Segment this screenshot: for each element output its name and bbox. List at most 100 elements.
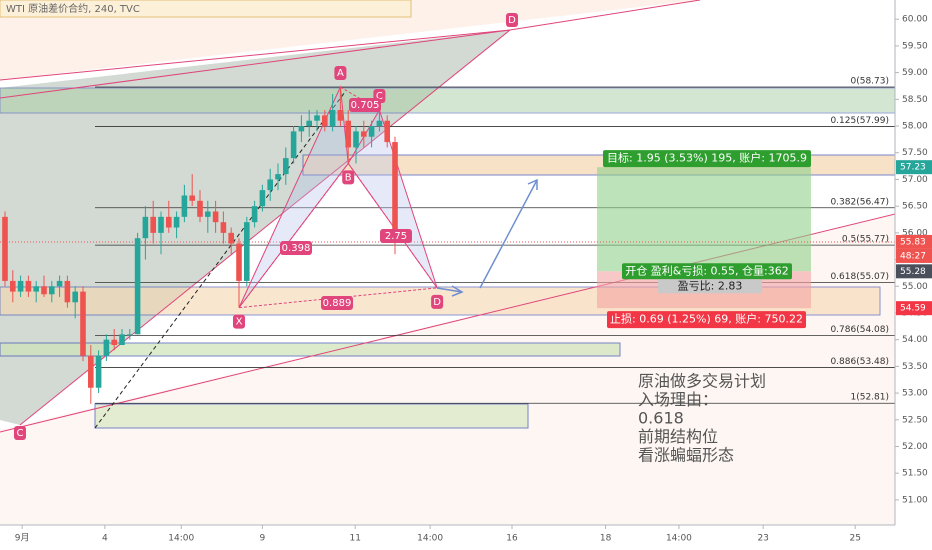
candle: [212, 200, 219, 233]
candle-body: [142, 216, 149, 239]
ratio-label-bg: [280, 241, 312, 255]
candle-body: [236, 243, 242, 281]
candle-body: [384, 120, 391, 143]
candle-body: [306, 120, 313, 127]
arrow: [436, 287, 463, 293]
candle: [72, 286, 78, 319]
point-label-bg: [334, 66, 347, 81]
candle: [165, 200, 172, 233]
trend-line: [19, 29, 511, 426]
candle: [314, 110, 320, 132]
y-tick-label: 55.00: [902, 282, 928, 292]
candle: [25, 275, 32, 297]
point-label-bg: [342, 170, 355, 185]
candle: [259, 184, 266, 212]
candle-body: [337, 110, 344, 121]
zone: [0, 342, 621, 357]
y-tick-label: 51.00: [902, 495, 928, 505]
ratio-label: 盈亏比: 2.83: [678, 279, 743, 292]
point-label: A: [337, 68, 344, 79]
candle-body: [17, 280, 24, 292]
point-label: X: [236, 317, 243, 328]
candle: [33, 280, 39, 303]
chart-title: WTI 原油差价合约, 240, TVC: [6, 2, 140, 15]
fib-label: 0.786(54.08): [830, 325, 889, 335]
candle-body: [329, 110, 336, 127]
candle-body: [48, 286, 55, 295]
candle-body: [376, 120, 383, 127]
candle: [56, 275, 63, 297]
x-tick-label: 18: [600, 534, 612, 544]
note: 前期结构位: [638, 427, 718, 446]
x-tick-label: 14:00: [666, 534, 692, 544]
candle-body: [9, 280, 16, 292]
candle-body: [181, 195, 188, 217]
price-tag: 54.59: [900, 304, 926, 314]
candle-body: [243, 222, 250, 281]
candle-body: [189, 195, 195, 201]
x-tick-label: 11: [349, 534, 360, 544]
candle: [150, 200, 156, 244]
target-zone: [597, 167, 811, 272]
time-axis: [0, 525, 895, 550]
candle: [87, 345, 94, 404]
pattern-line: [238, 163, 349, 308]
y-tick-label: 51.50: [902, 469, 928, 479]
y-tick-label: 52.00: [902, 442, 928, 452]
candle-body: [267, 179, 274, 191]
trend-line: [0, 29, 511, 99]
y-tick-label: 59.50: [902, 41, 928, 51]
candle: [220, 211, 227, 244]
candle-body: [298, 126, 305, 132]
countdown-bg: [896, 248, 932, 263]
x-tick-label: 16: [506, 534, 518, 544]
y-tick-label: 59.00: [902, 68, 928, 78]
candle-body: [204, 211, 211, 217]
candle-body: [290, 131, 297, 159]
candle: [2, 211, 8, 287]
candle: [322, 110, 328, 132]
candle: [228, 227, 234, 255]
candle-body: [212, 211, 219, 223]
y-tick-label: 57.00: [902, 175, 928, 185]
candle: [111, 328, 117, 351]
point-label: D: [433, 297, 441, 308]
candle: [345, 110, 352, 164]
candle-body: [41, 286, 47, 295]
y-tick-label: 52.50: [902, 415, 928, 425]
ratio-label-bg: [380, 229, 412, 243]
candle-body: [197, 200, 203, 217]
candle-body: [2, 216, 8, 281]
price-tag-bg: [896, 301, 932, 316]
x-tick-label: 9: [260, 534, 266, 544]
ratio-label: 0.889: [323, 298, 352, 309]
candle: [9, 270, 16, 303]
candle: [80, 286, 86, 362]
candle: [119, 328, 125, 346]
arrow: [479, 179, 538, 289]
note: 入场理由：: [638, 390, 718, 409]
note: 0.618: [638, 409, 684, 428]
candle-body: [361, 131, 367, 137]
zone: [94, 403, 529, 429]
candle-body: [275, 174, 281, 180]
candle: [158, 211, 164, 255]
x-tick-label: 23: [757, 534, 768, 544]
candle: [290, 126, 297, 164]
price-tag: 55.83: [900, 237, 926, 247]
price-tag: 57.23: [900, 163, 926, 173]
target-label-bg: [603, 150, 811, 168]
price-tag-bg: [896, 160, 932, 175]
point-label-bg: [506, 13, 518, 27]
candle: [243, 216, 250, 287]
candle: [126, 328, 133, 340]
ratio-label-bg: [658, 279, 762, 294]
candle-body: [165, 216, 172, 228]
candle-body: [111, 339, 117, 346]
candle-body: [56, 280, 63, 287]
candle-body: [314, 115, 320, 121]
candle: [181, 184, 188, 223]
y-tick-label: 54.00: [902, 335, 928, 345]
candle: [17, 275, 24, 297]
price-tag-bg: [896, 264, 932, 279]
